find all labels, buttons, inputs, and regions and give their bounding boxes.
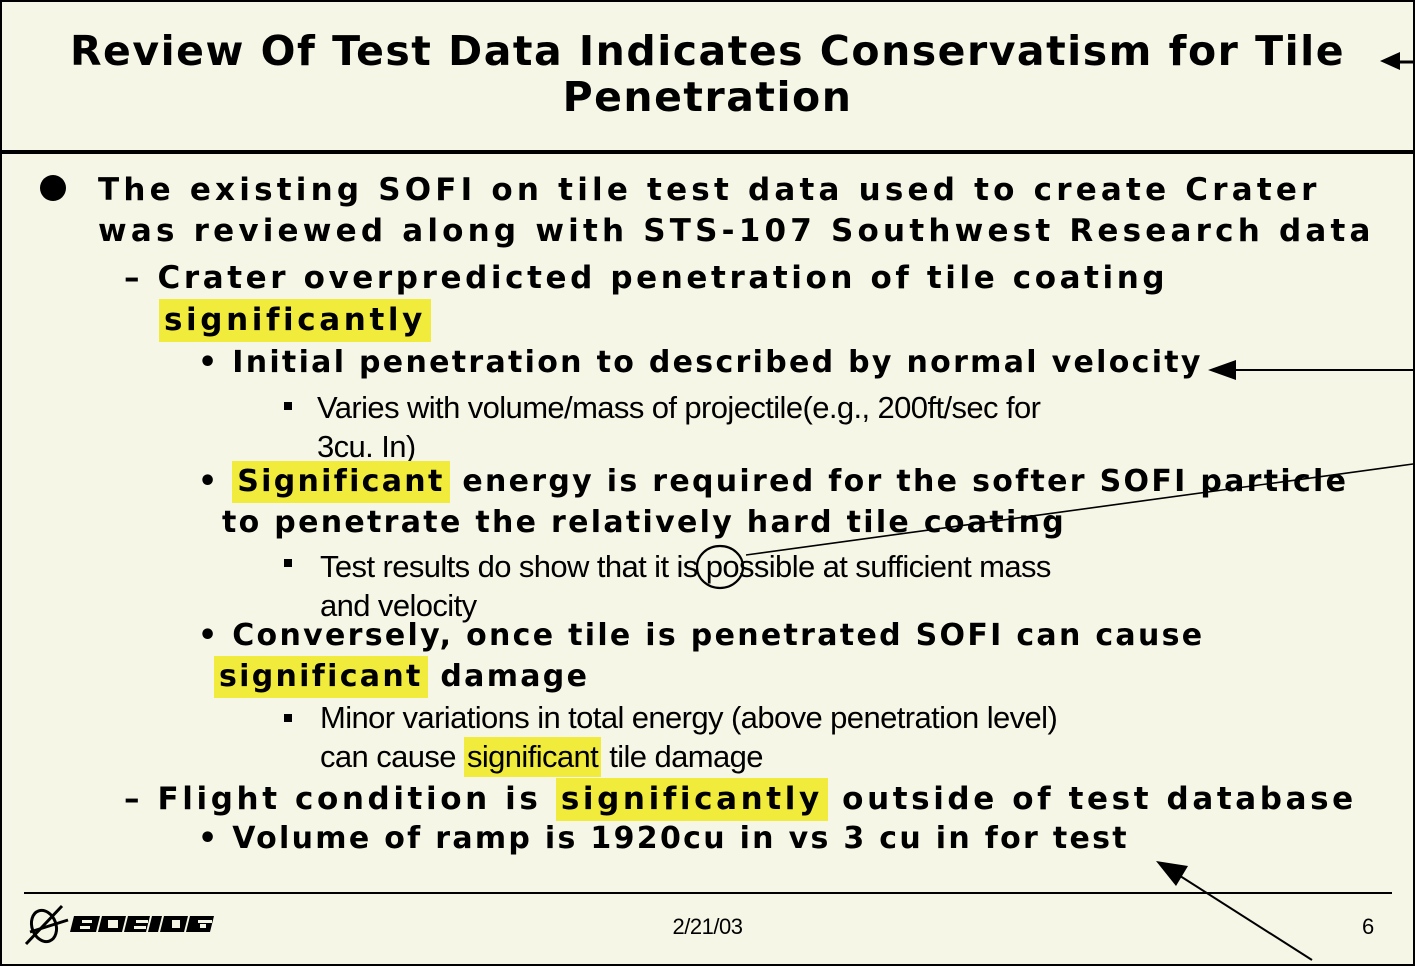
sub-sub-bullet-3-line-2: can cause significant tile damage [320,737,763,777]
sub-sub-bullet-2-line-1: Test results do show that it is possible… [320,549,1051,584]
sub-sub-bullet-3-pre: can cause [320,739,457,774]
highlight-significantly-1: significantly [159,299,431,342]
highlight-significant-4: significant [463,737,602,777]
sub-sub-bullet-1-line-1: Varies with volume/mass of projectile(e.… [317,390,1041,425]
sub-bullet-3-rest: damage [440,659,590,694]
sub-bullet-1: • Initial penetration to described by no… [198,345,1203,380]
highlight-significant-3: significant [214,656,428,698]
sub-bullet-4: • Volume of ramp is 1920cu in vs 3 cu in… [198,821,1129,856]
dash-item-2-post: outside of test database [842,781,1357,817]
highlight-significantly-5: significantly [555,778,828,821]
square-bullet-icon [284,559,292,567]
sub-bullet-3-line-1: • Conversely, once tile is penetrated SO… [198,618,1205,653]
dash-item-2-pre: Flight condition is [157,781,542,817]
bullet-1-line-1: The existing SOFI on tile test data used… [98,172,1321,208]
bottom-arrow-head-icon [1156,861,1188,886]
square-bullet-icon [284,402,292,410]
title-box: Review Of Test Data Indicates Conservati… [2,2,1413,154]
velocity-arrow-head-icon [1208,360,1236,380]
slide-title: Review Of Test Data Indicates Conservati… [2,28,1413,120]
highlight-significant-2: Significant [232,461,450,503]
sub-bullet-1-text: Initial penetration to described by norm… [232,345,1203,380]
page-number: 6 [1362,914,1375,939]
sub-bullet-2-line-2: to penetrate the relatively hard tile co… [222,505,1067,540]
dash-item-2: – Flight condition is significantly outs… [124,778,1357,821]
sub-bullet-4-text: Volume of ramp is 1920cu in vs 3 cu in f… [232,821,1129,856]
sub-sub-bullet-3-post: tile damage [609,739,763,774]
sub-sub-bullet-2-line-2: and velocity [320,588,477,623]
sub-bullet-3-line-2: significant damage [214,656,590,698]
title-line-1: Review Of Test Data Indicates Conservati… [69,27,1346,75]
title-line-2: Penetration [562,73,853,121]
boeing-logo-icon [24,904,214,946]
bullet-dot-icon [40,175,66,201]
square-bullet-icon [284,714,292,722]
footer-divider [24,892,1392,894]
dash-item-1-line-1: – Crater overpredicted penetration of ti… [124,260,1169,296]
sub-sub-bullet-1-line-2: 3cu. In) [317,429,416,464]
dash-item-1-text: Crater overpredicted penetration of tile… [157,260,1169,296]
boeing-logo [22,898,222,954]
sub-bullet-2-line-1: • Significant energy is required for the… [198,461,1349,503]
footer-date: 2/21/03 [672,914,743,939]
sub-sub-bullet-3-line-1: Minor variations in total energy (above … [320,700,1058,735]
sub-bullet-3-text: Conversely, once tile is penetrated SOFI… [232,618,1205,653]
sub-bullet-2-text: energy is required for the softer SOFI p… [462,464,1349,499]
bullet-1-line-2: was reviewed along with STS-107 Southwes… [98,213,1375,249]
dash-item-1-line-2: significantly [159,299,431,342]
